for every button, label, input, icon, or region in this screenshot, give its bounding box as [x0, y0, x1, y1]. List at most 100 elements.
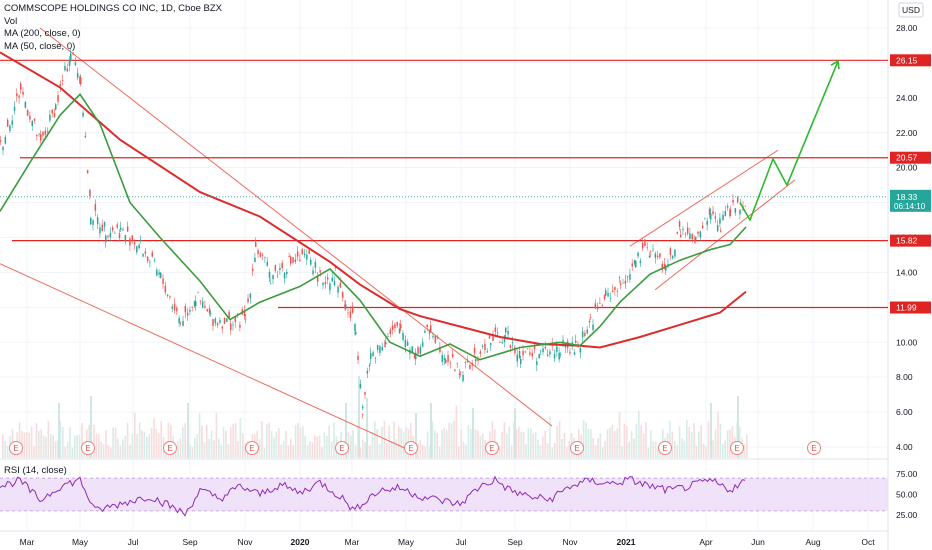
- candle-body: [439, 346, 441, 353]
- candle-body: [471, 362, 473, 366]
- volume-bar: [64, 447, 66, 458]
- candle-body: [372, 352, 374, 357]
- candle-body: [57, 95, 59, 102]
- volume-bar: [383, 420, 386, 458]
- time-tick-label: Aug: [805, 537, 820, 547]
- rsi-tick-label: 50.00: [896, 490, 918, 500]
- legend-title[interactable]: COMMSCOPE HOLDINGS CO INC, 1D, Cboe BZX: [4, 3, 223, 14]
- candle-body: [230, 323, 232, 330]
- candle-body: [460, 372, 462, 373]
- volume-bar: [350, 435, 352, 458]
- earnings-marker[interactable]: E: [245, 441, 259, 455]
- candle-body: [669, 248, 672, 255]
- level-price-text: 15.82: [896, 236, 918, 246]
- candle-body: [620, 283, 622, 286]
- candle-body: [518, 351, 521, 358]
- volume-bar: [506, 433, 508, 458]
- candle-body: [178, 317, 180, 324]
- earnings-label: E: [85, 444, 90, 453]
- earnings-marker[interactable]: E: [404, 441, 418, 455]
- price-tick-label: 6.00: [896, 407, 913, 417]
- candle-body: [415, 352, 417, 360]
- rsi-legend[interactable]: RSI (14, close): [4, 465, 67, 476]
- candle-body: [153, 260, 156, 261]
- candle-body: [419, 347, 422, 354]
- volume-bar: [234, 423, 237, 458]
- candle-body: [656, 255, 659, 258]
- candle-body: [609, 298, 612, 300]
- volume-bar: [275, 431, 278, 458]
- volume-bar: [369, 445, 371, 458]
- volume-bar: [546, 443, 549, 458]
- candle-body: [714, 216, 717, 219]
- candle-body: [247, 298, 249, 303]
- candle-body: [18, 95, 20, 98]
- earnings-marker[interactable]: E: [9, 441, 23, 455]
- volume-bar: [287, 445, 290, 458]
- candle-body: [646, 247, 648, 248]
- price-tick-label: 28.00: [896, 23, 918, 33]
- volume-bar: [537, 439, 539, 458]
- candle-body: [251, 268, 254, 271]
- legend-ma50[interactable]: MA (50, close, 0): [4, 40, 76, 52]
- volume-bar: [213, 440, 215, 458]
- currency-label: USD: [902, 5, 920, 15]
- candle-body: [210, 313, 212, 315]
- volume-bar: [258, 439, 261, 458]
- candle-body: [322, 282, 324, 286]
- candle-body: [562, 339, 564, 343]
- candle-body: [473, 347, 476, 354]
- volume-bar: [477, 430, 479, 458]
- volume-bar: [158, 433, 160, 458]
- earnings-marker[interactable]: E: [485, 441, 499, 455]
- candle-body: [652, 248, 654, 250]
- volume-bar: [227, 444, 230, 458]
- earnings-marker[interactable]: E: [730, 441, 744, 455]
- candle-body: [2, 146, 4, 151]
- last-price-badge: [890, 189, 931, 212]
- candle-body: [339, 282, 342, 288]
- earnings-label: E: [734, 444, 739, 453]
- time-tick-label: Nov: [237, 537, 253, 547]
- legend-vol[interactable]: Vol: [4, 15, 18, 27]
- candle-body: [424, 330, 426, 333]
- earnings-marker[interactable]: E: [807, 441, 821, 455]
- candle-body: [475, 359, 477, 362]
- earnings-marker[interactable]: E: [335, 441, 349, 455]
- candle-body: [522, 351, 524, 356]
- candle-body: [553, 354, 556, 359]
- volume-bar: [714, 429, 717, 458]
- earnings-circle: [163, 441, 177, 455]
- volume-bar: [302, 426, 304, 458]
- volume-bar: [143, 432, 146, 458]
- volume-bar: [688, 427, 690, 458]
- candle-body: [492, 336, 494, 341]
- last-price-text: 18.33: [896, 192, 918, 202]
- volume-bar: [729, 429, 731, 458]
- candle-body: [590, 317, 592, 319]
- legend-ma200[interactable]: MA (200, close, 0): [4, 28, 81, 39]
- volume-bar: [390, 441, 393, 458]
- earnings-circle: [245, 441, 259, 455]
- volume-bar: [539, 445, 542, 458]
- earnings-marker[interactable]: E: [570, 441, 584, 455]
- earnings-marker[interactable]: E: [81, 441, 95, 455]
- volume-bar: [386, 443, 388, 458]
- time-axis[interactable]: Mar May Jul Sep Nov 2020 Mar May Jul Sep Nov 2021 Ap…: [20, 537, 876, 547]
- volume-bar: [150, 427, 153, 458]
- candle-body: [116, 224, 118, 228]
- volume-bar: [597, 438, 599, 458]
- volume-bar: [681, 438, 683, 458]
- earnings-marker[interactable]: E: [658, 441, 672, 455]
- candle-body: [226, 318, 228, 322]
- rsi-tick-label: 25.00: [896, 510, 918, 520]
- earnings-marker[interactable]: E: [163, 441, 177, 455]
- volume-bar: [561, 439, 563, 458]
- volume-bar: [184, 422, 186, 458]
- price-tick-label: 8.00: [896, 372, 913, 382]
- price-axis[interactable]: USD28.0026.0024.0022.0020.0018.0016.0014…: [889, 0, 932, 550]
- volume-bar: [604, 441, 606, 458]
